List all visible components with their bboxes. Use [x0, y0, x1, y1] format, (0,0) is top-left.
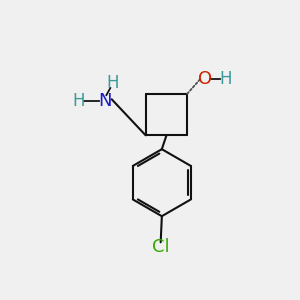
- Text: H: H: [219, 70, 232, 88]
- Text: Cl: Cl: [152, 238, 170, 256]
- Text: H: H: [106, 74, 118, 92]
- Text: N: N: [98, 92, 112, 110]
- Text: H: H: [72, 92, 85, 110]
- Text: O: O: [197, 70, 212, 88]
